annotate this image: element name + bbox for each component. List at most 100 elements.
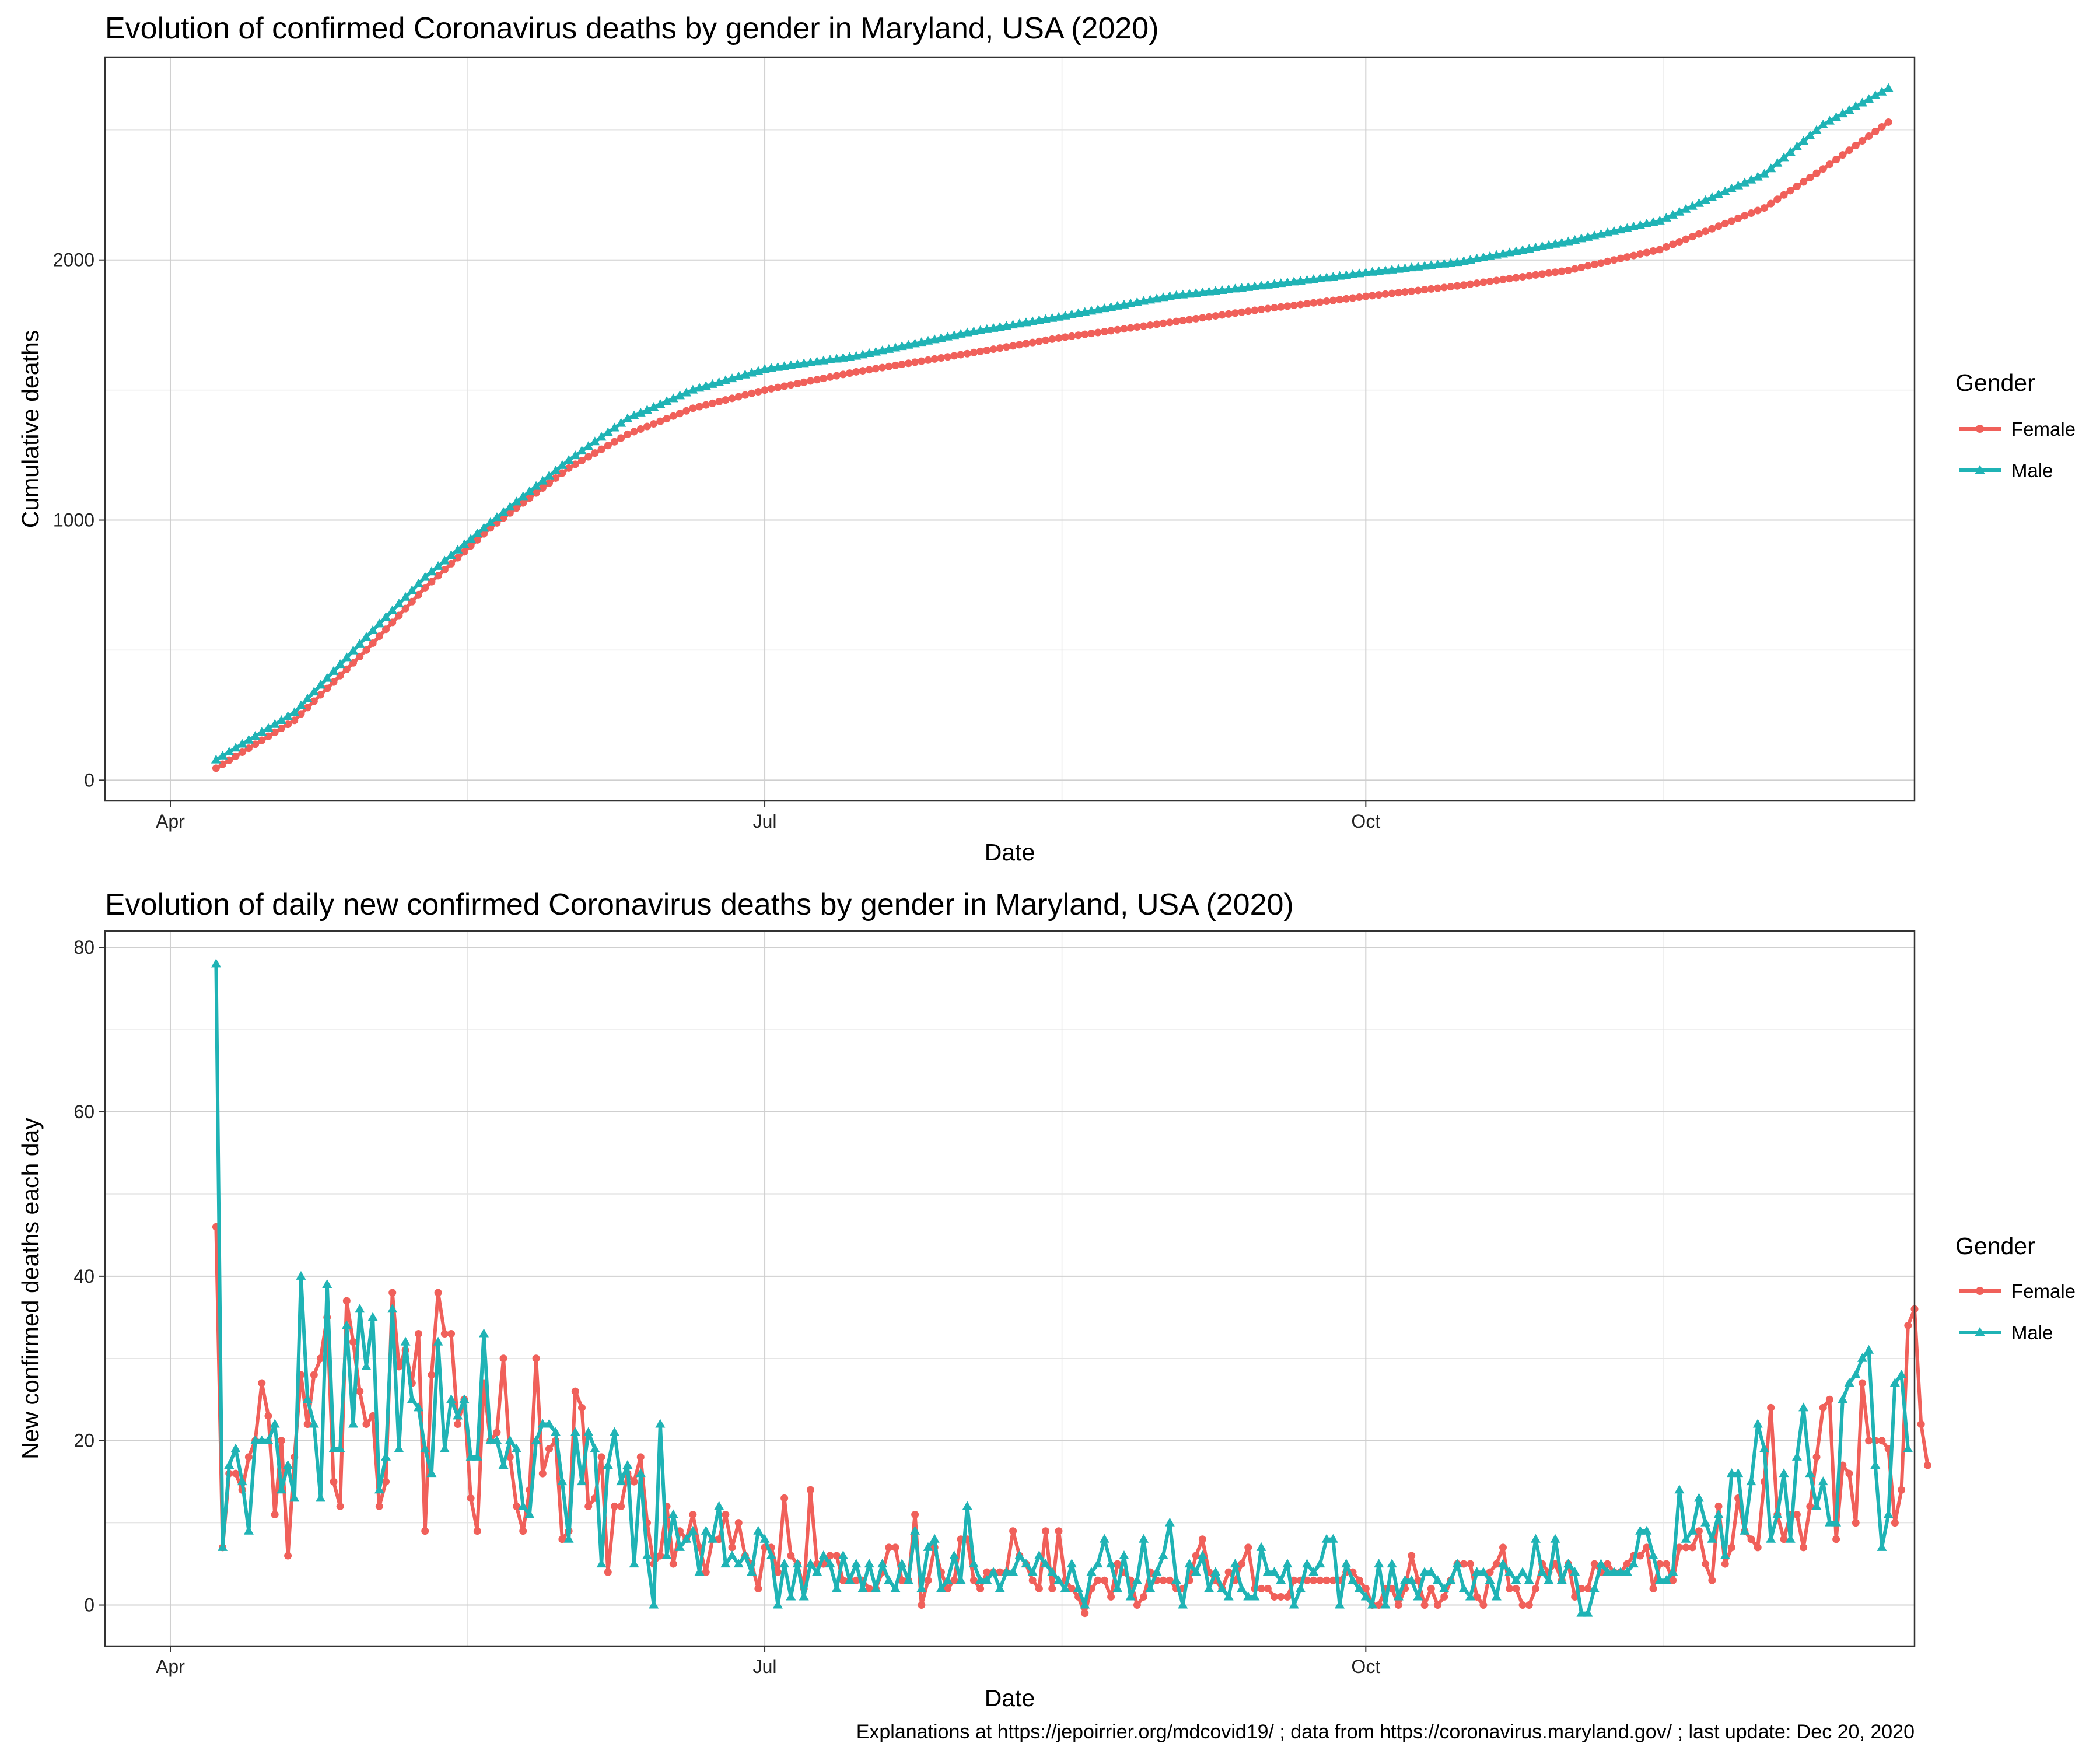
data-point-female (1577, 263, 1586, 271)
data-point-female (342, 1297, 351, 1305)
x-tick-label: Oct (1351, 1656, 1380, 1677)
data-point-female (1531, 271, 1539, 279)
data-point-female (1362, 1584, 1370, 1592)
data-point-female (977, 1584, 985, 1592)
data-point-male (1060, 1583, 1070, 1592)
data-point-female (382, 625, 390, 634)
data-point-female (1832, 156, 1840, 164)
data-point-male (1740, 177, 1750, 187)
data-point-female (1068, 332, 1076, 340)
data-point-male (355, 1304, 365, 1313)
data-point-male (1857, 1353, 1867, 1362)
data-point-female (1100, 1576, 1108, 1584)
data-point-male (1289, 1600, 1299, 1609)
y-tick-label: 0 (84, 769, 94, 790)
data-point-male (1752, 172, 1763, 181)
data-point-female (676, 410, 684, 418)
data-point-female (212, 764, 220, 772)
data-point-female (513, 1502, 521, 1510)
data-point-female (1643, 1544, 1651, 1552)
data-point-male (583, 441, 594, 450)
data-point-female (499, 1354, 508, 1363)
data-point-female (1257, 1584, 1265, 1592)
data-point-female (1793, 182, 1801, 190)
data-point-male (1681, 204, 1691, 213)
data-point-female (1714, 222, 1723, 230)
series-female (212, 118, 1892, 772)
data-point-male (1086, 1567, 1097, 1576)
data-point-female (1545, 269, 1553, 277)
data-point-male (1635, 1525, 1646, 1535)
data-point-male (642, 404, 652, 414)
data-point-male (1217, 1583, 1227, 1592)
data-point-female (617, 434, 625, 442)
data-point-female (846, 369, 854, 377)
data-point-female (1009, 342, 1017, 350)
data-point-female (859, 367, 867, 375)
data-point-female (415, 1330, 423, 1338)
data-point-female (1355, 293, 1363, 302)
data-point-female (1264, 1584, 1272, 1592)
data-point-female (1224, 1568, 1233, 1576)
data-point-male (818, 1550, 829, 1559)
data-point-female (669, 1560, 677, 1568)
data-point-female (1087, 330, 1096, 338)
data-point-male (786, 1591, 796, 1601)
data-point-female (375, 632, 383, 640)
data-point-female (1022, 340, 1030, 348)
data-point-male (1779, 1468, 1789, 1478)
data-point-male (1707, 1534, 1717, 1543)
data-point-male (1602, 1567, 1613, 1576)
data-point-female (950, 1576, 958, 1584)
data-point-male (1041, 1559, 1051, 1568)
data-point-male (576, 1476, 587, 1486)
data-point-male (328, 1443, 339, 1452)
data-point-male (962, 1501, 972, 1510)
data-point-male (1132, 1575, 1142, 1584)
data-point-male (1850, 101, 1861, 110)
data-point-female (1492, 1560, 1500, 1568)
data-point-female (996, 1568, 1004, 1576)
data-point-male (1896, 1369, 1907, 1378)
data-point-male (1504, 1567, 1515, 1576)
legend-title: Gender (1955, 369, 2035, 396)
data-point-male (655, 1419, 666, 1428)
data-point-female (1499, 275, 1507, 284)
data-point-female (1675, 238, 1684, 246)
data-point-male (1348, 1575, 1358, 1584)
data-point-male (1544, 1575, 1554, 1584)
data-point-female (1264, 304, 1272, 313)
data-point-female (708, 399, 716, 407)
data-point-male (1093, 1559, 1103, 1568)
x-axis-label: Date (985, 839, 1035, 866)
data-point-male (211, 754, 221, 764)
data-point-male (1328, 1534, 1338, 1543)
data-point-male (1524, 1575, 1534, 1584)
data-point-female (702, 1568, 710, 1576)
data-point-female (1884, 118, 1892, 126)
data-point-female (1375, 291, 1383, 299)
data-point-male (1452, 1559, 1462, 1568)
data-point-female (1192, 1552, 1200, 1560)
data-point-female (1316, 298, 1324, 306)
data-point-female (597, 1453, 606, 1461)
data-point-female (1904, 1321, 1912, 1329)
data-point-female (1224, 310, 1233, 318)
data-point-female (734, 1519, 743, 1527)
data-point-female (1048, 1584, 1056, 1592)
data-point-female (558, 1535, 566, 1544)
data-point-female (865, 1584, 873, 1592)
data-point-male (1354, 1583, 1364, 1592)
data-point-male (1465, 1591, 1475, 1601)
data-point-male (727, 1550, 737, 1559)
data-point-male (701, 1525, 711, 1535)
data-point-male (570, 1427, 580, 1436)
data-point-male (720, 1559, 731, 1568)
data-point-female (428, 1371, 436, 1379)
data-point-female (1427, 285, 1435, 293)
data-point-male (1831, 112, 1842, 121)
data-point-female (1048, 335, 1056, 343)
data-point-female (454, 554, 462, 562)
data-point-female (1531, 1584, 1539, 1592)
